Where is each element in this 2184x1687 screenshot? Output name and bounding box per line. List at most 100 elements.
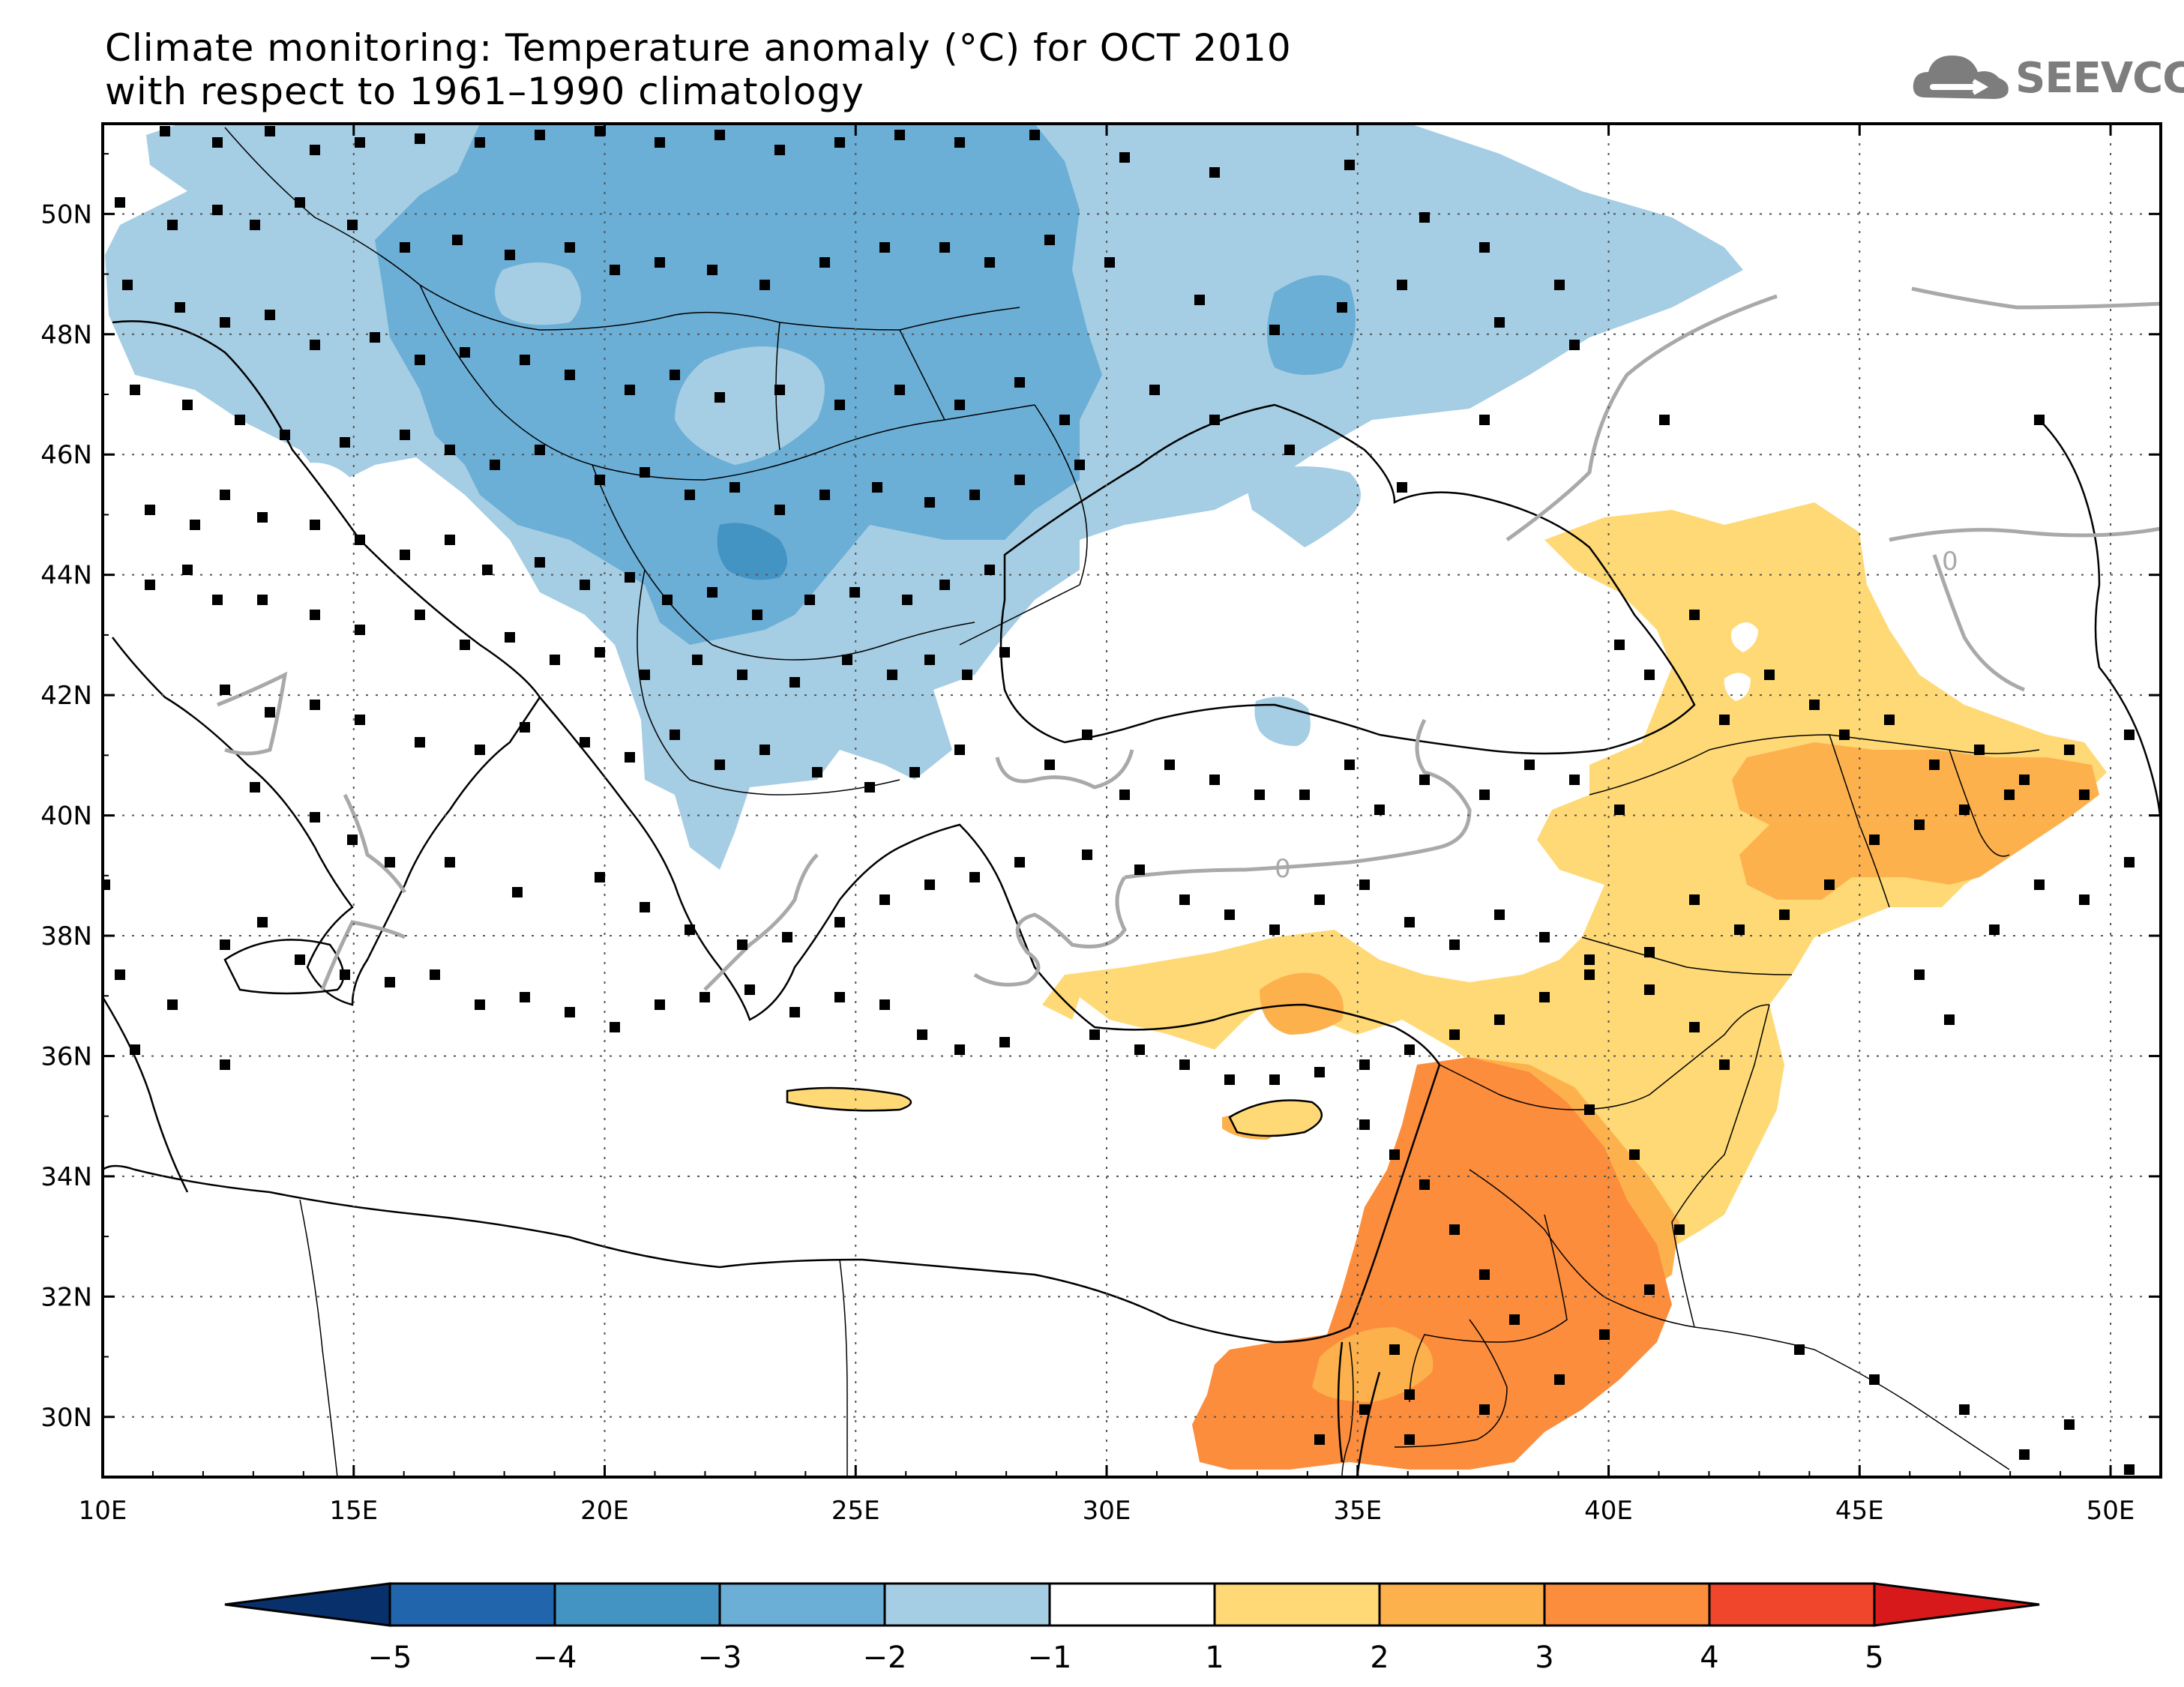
- colorbar-bin: [718, 1582, 886, 1627]
- station-marker: [212, 595, 223, 605]
- station-marker: [1404, 917, 1415, 927]
- x-tick-label: 10E: [79, 1496, 127, 1526]
- station-marker: [954, 137, 965, 148]
- colorbar-bin: [1378, 1582, 1546, 1627]
- station-marker: [1119, 790, 1130, 800]
- station-marker: [2124, 730, 2135, 740]
- zero-contour-label: 0: [1275, 854, 1291, 884]
- station-marker: [145, 580, 155, 590]
- station-marker: [482, 565, 493, 575]
- station-marker: [130, 385, 140, 395]
- station-marker: [1689, 610, 1700, 620]
- station-marker: [257, 917, 268, 927]
- station-marker: [1959, 805, 1970, 815]
- station-marker: [1194, 295, 1205, 305]
- station-marker: [1179, 1059, 1190, 1070]
- anomaly-field: 0 0: [103, 124, 2161, 1477]
- station-marker: [235, 415, 245, 425]
- station-marker: [864, 782, 875, 793]
- station-marker: [310, 812, 320, 823]
- station-marker: [1629, 1149, 1640, 1160]
- station-marker: [662, 595, 673, 605]
- country-borders: [224, 127, 2040, 1477]
- station-marker: [257, 595, 268, 605]
- station-marker: [1479, 1404, 1490, 1415]
- colorbar: −5 −4 −3 −2 −1 1 2 3 4 5: [224, 1582, 2040, 1675]
- y-tick-label: 38N: [40, 921, 92, 951]
- station-marker: [1149, 385, 1160, 395]
- station-marker: [520, 722, 530, 733]
- station-marker: [1209, 167, 1220, 178]
- station-marker: [1314, 894, 1325, 905]
- station-marker: [782, 932, 792, 942]
- station-marker: [1689, 1022, 1700, 1032]
- station-marker: [1494, 317, 1505, 328]
- station-marker: [1794, 1344, 1805, 1355]
- station-marker: [610, 1022, 620, 1032]
- station-marker: [1449, 1029, 1460, 1040]
- station-marker: [1029, 130, 1040, 140]
- station-marker: [909, 767, 920, 778]
- station-marker: [1419, 212, 1430, 223]
- station-marker: [1914, 820, 1925, 830]
- x-axis: 10E 15E 20E 25E 30E 35E 40E 45E 50E: [79, 124, 2162, 1526]
- station-marker: [460, 640, 470, 650]
- colorbar-bin: [883, 1582, 1051, 1627]
- logo-text: SEEVCCC: [2015, 54, 2184, 103]
- station-marker: [220, 939, 230, 950]
- station-marker: [1719, 1059, 1730, 1070]
- station-marker: [1134, 864, 1145, 875]
- station-marker: [924, 879, 935, 890]
- station-marker: [625, 385, 635, 395]
- station-marker: [115, 969, 125, 980]
- station-marker: [2079, 790, 2090, 800]
- station-marker: [1337, 302, 1347, 313]
- station-marker: [415, 355, 425, 365]
- station-marker: [1869, 1374, 1880, 1385]
- x-tick-label: 50E: [2087, 1496, 2135, 1526]
- station-marker: [2064, 1419, 2075, 1430]
- station-marker: [2034, 415, 2045, 425]
- station-marker: [834, 400, 845, 410]
- station-marker: [182, 400, 193, 410]
- station-marker: [954, 745, 965, 755]
- colorbar-label: −1: [1028, 1641, 1072, 1675]
- station-marker: [774, 505, 785, 515]
- station-marker: [452, 235, 463, 245]
- station-marker: [1914, 969, 1925, 980]
- station-marker: [774, 385, 785, 395]
- station-marker: [565, 370, 575, 380]
- station-marker: [610, 265, 620, 275]
- station-marker: [1074, 460, 1085, 470]
- station-marker: [385, 857, 395, 867]
- station-marker: [565, 1007, 575, 1017]
- station-marker: [707, 265, 718, 275]
- station-marker: [1314, 1434, 1325, 1445]
- station-marker: [1554, 280, 1565, 290]
- station-marker: [505, 632, 515, 643]
- station-marker: [1389, 1149, 1400, 1160]
- station-marker: [1974, 745, 1985, 755]
- station-marker: [812, 767, 822, 778]
- station-marker: [902, 595, 912, 605]
- station-marker: [2019, 1449, 2030, 1460]
- station-marker: [1419, 775, 1430, 785]
- station-marker: [1419, 1179, 1430, 1190]
- station-marker: [1359, 1404, 1370, 1415]
- y-tick-label: 34N: [40, 1162, 92, 1192]
- station-marker: [1082, 849, 1092, 860]
- station-marker: [879, 894, 890, 905]
- station-marker: [310, 340, 320, 350]
- station-marker: [685, 490, 695, 500]
- station-marker: [924, 497, 935, 508]
- station-marker: [415, 610, 425, 620]
- station-marker: [737, 670, 747, 680]
- x-tick-label: 15E: [329, 1496, 378, 1526]
- station-marker: [834, 137, 845, 148]
- station-marker: [212, 137, 223, 148]
- colorbar-label: 2: [1370, 1641, 1389, 1675]
- station-marker: [1479, 1269, 1490, 1280]
- colorbar-label: 3: [1535, 1641, 1553, 1675]
- station-marker: [759, 280, 770, 290]
